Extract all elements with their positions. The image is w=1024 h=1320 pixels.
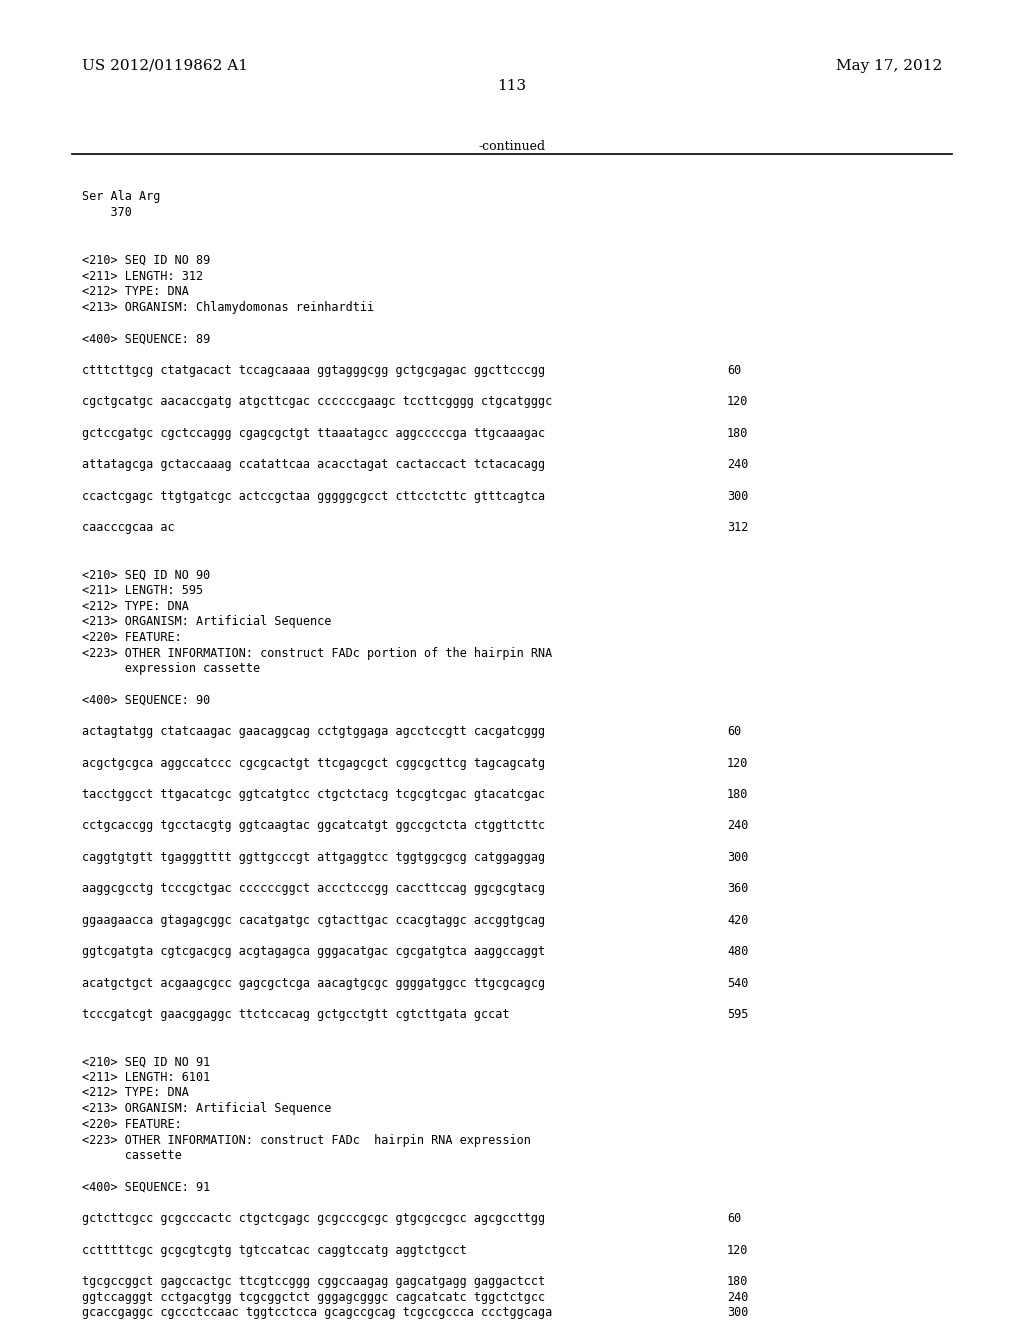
Text: <210> SEQ ID NO 91: <210> SEQ ID NO 91 (82, 1055, 210, 1068)
Text: <400> SEQUENCE: 90: <400> SEQUENCE: 90 (82, 694, 210, 706)
Text: 120: 120 (727, 756, 749, 770)
Text: <213> ORGANISM: Chlamydomonas reinhardtii: <213> ORGANISM: Chlamydomonas reinhardti… (82, 301, 374, 314)
Text: cgctgcatgc aacaccgatg atgcttcgac ccccccgaagc tccttcgggg ctgcatgggc: cgctgcatgc aacaccgatg atgcttcgac ccccccg… (82, 395, 552, 408)
Text: tacctggcct ttgacatcgc ggtcatgtcc ctgctctacg tcgcgtcgac gtacatcgac: tacctggcct ttgacatcgc ggtcatgtcc ctgctct… (82, 788, 545, 801)
Text: 180: 180 (727, 1275, 749, 1288)
Text: cctttttcgc gcgcgtcgtg tgtccatcac caggtccatg aggtctgcct: cctttttcgc gcgcgtcgtg tgtccatcac caggtcc… (82, 1243, 467, 1257)
Text: ggtccagggt cctgacgtgg tcgcggctct gggagcgggc cagcatcatc tggctctgcc: ggtccagggt cctgacgtgg tcgcggctct gggagcg… (82, 1291, 545, 1304)
Text: 180: 180 (727, 788, 749, 801)
Text: ccactcgagc ttgtgatcgc actccgctaa gggggcgcct cttcctcttc gtttcagtca: ccactcgagc ttgtgatcgc actccgctaa gggggcg… (82, 490, 545, 503)
Text: 113: 113 (498, 79, 526, 92)
Text: 240: 240 (727, 458, 749, 471)
Text: ctttcttgcg ctatgacact tccagcaaaa ggtagggcgg gctgcgagac ggcttcccgg: ctttcttgcg ctatgacact tccagcaaaa ggtaggg… (82, 364, 545, 378)
Text: ggaagaacca gtagagcggc cacatgatgc cgtacttgac ccacgtaggc accggtgcag: ggaagaacca gtagagcggc cacatgatgc cgtactt… (82, 913, 545, 927)
Text: 312: 312 (727, 521, 749, 535)
Text: <210> SEQ ID NO 89: <210> SEQ ID NO 89 (82, 253, 210, 267)
Text: <210> SEQ ID NO 90: <210> SEQ ID NO 90 (82, 568, 210, 581)
Text: <223> OTHER INFORMATION: construct FADc portion of the hairpin RNA: <223> OTHER INFORMATION: construct FADc … (82, 647, 552, 660)
Text: <223> OTHER INFORMATION: construct FADc  hairpin RNA expression: <223> OTHER INFORMATION: construct FADc … (82, 1134, 530, 1147)
Text: <220> FEATURE:: <220> FEATURE: (82, 1118, 181, 1131)
Text: <213> ORGANISM: Artificial Sequence: <213> ORGANISM: Artificial Sequence (82, 1102, 332, 1115)
Text: 540: 540 (727, 977, 749, 990)
Text: ggtcgatgta cgtcgacgcg acgtagagca gggacatgac cgcgatgtca aaggccaggt: ggtcgatgta cgtcgacgcg acgtagagca gggacat… (82, 945, 545, 958)
Text: 300: 300 (727, 490, 749, 503)
Text: US 2012/0119862 A1: US 2012/0119862 A1 (82, 59, 248, 73)
Text: 300: 300 (727, 851, 749, 863)
Text: 480: 480 (727, 945, 749, 958)
Text: 120: 120 (727, 1243, 749, 1257)
Text: gctcttcgcc gcgcccactc ctgctcgagc gcgcccgcgc gtgcgccgcc agcgccttgg: gctcttcgcc gcgcccactc ctgctcgagc gcgcccg… (82, 1212, 545, 1225)
Text: acgctgcgca aggccatccc cgcgcactgt ttcgagcgct cggcgcttcg tagcagcatg: acgctgcgca aggccatccc cgcgcactgt ttcgagc… (82, 756, 545, 770)
Text: expression cassette: expression cassette (82, 663, 260, 676)
Text: -continued: -continued (478, 140, 546, 153)
Text: 300: 300 (727, 1307, 749, 1320)
Text: 370: 370 (82, 206, 132, 219)
Text: <212> TYPE: DNA: <212> TYPE: DNA (82, 285, 188, 298)
Text: <400> SEQUENCE: 89: <400> SEQUENCE: 89 (82, 333, 210, 346)
Text: attatagcga gctaccaaag ccatattcaa acacctagat cactaccact tctacacagg: attatagcga gctaccaaag ccatattcaa acaccta… (82, 458, 545, 471)
Text: 240: 240 (727, 820, 749, 833)
Text: 360: 360 (727, 882, 749, 895)
Text: caggtgtgtt tgagggtttt ggttgcccgt attgaggtcc tggtggcgcg catggaggag: caggtgtgtt tgagggtttt ggttgcccgt attgagg… (82, 851, 545, 863)
Text: cassette: cassette (82, 1150, 181, 1163)
Text: gcaccgaggc cgccctccaac tggtcctcca gcagccgcag tcgccgccca ccctggcaga: gcaccgaggc cgccctccaac tggtcctcca gcagcc… (82, 1307, 552, 1320)
Text: May 17, 2012: May 17, 2012 (836, 59, 942, 73)
Text: 60: 60 (727, 1212, 741, 1225)
Text: tcccgatcgt gaacggaggc ttctccacag gctgcctgtt cgtcttgata gccat: tcccgatcgt gaacggaggc ttctccacag gctgcct… (82, 1008, 509, 1020)
Text: <400> SEQUENCE: 91: <400> SEQUENCE: 91 (82, 1181, 210, 1193)
Text: caacccgcaa ac: caacccgcaa ac (82, 521, 174, 535)
Text: 120: 120 (727, 395, 749, 408)
Text: tgcgccggct gagccactgc ttcgtccggg cggccaagag gagcatgagg gaggactcct: tgcgccggct gagccactgc ttcgtccggg cggccaa… (82, 1275, 545, 1288)
Text: <220> FEATURE:: <220> FEATURE: (82, 631, 181, 644)
Text: 180: 180 (727, 426, 749, 440)
Text: gctccgatgc cgctccaggg cgagcgctgt ttaaatagcc aggcccccga ttgcaaagac: gctccgatgc cgctccaggg cgagcgctgt ttaaata… (82, 426, 545, 440)
Text: 595: 595 (727, 1008, 749, 1020)
Text: 60: 60 (727, 364, 741, 378)
Text: 420: 420 (727, 913, 749, 927)
Text: <211> LENGTH: 595: <211> LENGTH: 595 (82, 583, 203, 597)
Text: Ser Ala Arg: Ser Ala Arg (82, 190, 161, 203)
Text: 60: 60 (727, 725, 741, 738)
Text: <211> LENGTH: 6101: <211> LENGTH: 6101 (82, 1071, 210, 1084)
Text: actagtatgg ctatcaagac gaacaggcag cctgtggaga agcctccgtt cacgatcggg: actagtatgg ctatcaagac gaacaggcag cctgtgg… (82, 725, 545, 738)
Text: <211> LENGTH: 312: <211> LENGTH: 312 (82, 269, 203, 282)
Text: acatgctgct acgaagcgcc gagcgctcga aacagtgcgc ggggatggcc ttgcgcagcg: acatgctgct acgaagcgcc gagcgctcga aacagtg… (82, 977, 545, 990)
Text: <212> TYPE: DNA: <212> TYPE: DNA (82, 599, 188, 612)
Text: aaggcgcctg tcccgctgac ccccccggct accctcccgg caccttccag ggcgcgtacg: aaggcgcctg tcccgctgac ccccccggct accctcc… (82, 882, 545, 895)
Text: <212> TYPE: DNA: <212> TYPE: DNA (82, 1086, 188, 1100)
Text: 240: 240 (727, 1291, 749, 1304)
Text: <213> ORGANISM: Artificial Sequence: <213> ORGANISM: Artificial Sequence (82, 615, 332, 628)
Text: cctgcaccgg tgcctacgtg ggtcaagtac ggcatcatgt ggccgctcta ctggttcttc: cctgcaccgg tgcctacgtg ggtcaagtac ggcatca… (82, 820, 545, 833)
